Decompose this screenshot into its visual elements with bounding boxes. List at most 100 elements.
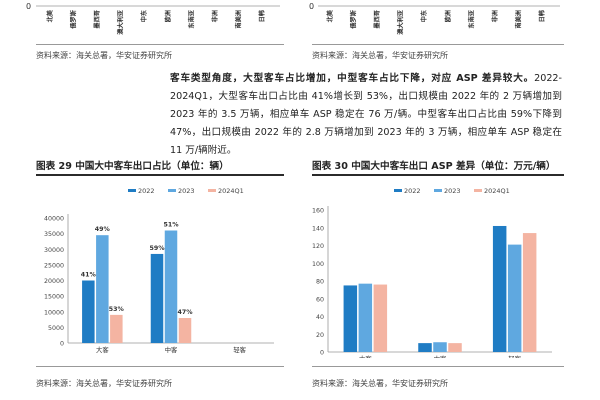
title-rule <box>312 174 564 176</box>
divider <box>36 44 284 45</box>
title-rule <box>36 174 284 176</box>
data-label: 51% <box>163 222 179 229</box>
y-tick-label: 100 <box>312 261 324 268</box>
category-tick-label: 北美 <box>326 9 334 22</box>
figure-30-source: 资料来源：海关总署，华安证券研究所 <box>312 379 448 388</box>
category-tick-label: 非洲 <box>491 10 499 22</box>
data-label: 41% <box>81 272 97 279</box>
right-axis-zero: 0 <box>309 2 314 11</box>
chart-export-asp: 2022 2023 2024Q1 0 20 40 60 80 100 120 140 160 大客 中客 轻… <box>312 187 552 358</box>
category-tick-label: 非洲 <box>211 10 219 22</box>
bar <box>343 285 358 352</box>
category-tick-label: 澳大利亚 <box>397 9 405 35</box>
bar <box>358 283 373 352</box>
bar <box>110 314 123 343</box>
bar <box>507 244 522 352</box>
x-tick-label: 轻客 <box>233 345 246 354</box>
source-note: 资料来源：海关总署，华安证券研究所 <box>312 51 448 60</box>
divider <box>312 44 564 45</box>
legend-swatch <box>128 189 136 192</box>
y-tick-label: 20000 <box>44 278 64 285</box>
x-tick-label: 轻客 <box>508 354 521 358</box>
bar <box>418 343 432 352</box>
legend-swatch <box>168 189 176 192</box>
y-tick-label: 30000 <box>44 247 64 254</box>
bar <box>82 280 95 343</box>
y-tick-label: 160 <box>312 208 324 215</box>
source-note: 资料来源：海关总署，华安证券研究所 <box>36 51 172 60</box>
category-tick-label: 澳大利亚 <box>117 9 125 35</box>
category-tick-label: 俄罗斯 <box>349 9 357 29</box>
divider <box>36 366 284 367</box>
y-tick-label: 5000 <box>48 325 64 332</box>
legend: 2022 2023 2024Q1 <box>394 187 510 195</box>
data-label: 49% <box>95 226 111 233</box>
paragraph-body: 2022-2024Q1，大型客车出口占比由 41%增长到 53%，出口规模由 2… <box>170 73 562 156</box>
category-tick-label: 墨西哥 <box>93 10 101 29</box>
body-paragraph: 客车类型角度，大型客车占比增加，中型客车占比下降，对应 ASP 差异较大。202… <box>170 70 562 160</box>
y-tick-label: 60 <box>316 296 324 303</box>
bar <box>522 233 537 352</box>
category-tick-label: 北美 <box>46 9 54 22</box>
figure-30-title: 图表 30 中国大中客车出口 ASP 差异（单位：万元/辆） <box>312 161 556 172</box>
paragraph-lead: 客车类型角度，大型客车占比增加，中型客车占比下降，对应 ASP 差异较大。 <box>170 73 535 84</box>
legend-swatch <box>208 189 216 192</box>
category-tick-label: 中东 <box>420 10 428 22</box>
y-tick-label: 25000 <box>44 262 64 269</box>
category-tick-label: 南美洲 <box>515 10 523 29</box>
x-tick-label: 中客 <box>165 345 178 354</box>
legend: 2022 2023 2024Q1 <box>128 187 244 195</box>
y-tick-label: 80 <box>316 279 324 286</box>
category-tick-label: 中东 <box>140 10 148 22</box>
bar <box>448 343 462 352</box>
y-tick-label: 40000 <box>44 216 64 223</box>
bar <box>433 342 447 352</box>
y-tick-label: 120 <box>312 243 324 250</box>
y-tick-label: 0 <box>320 350 324 357</box>
category-tick-label: 东南亚 <box>187 9 195 28</box>
right-category-labels: 北美 俄罗斯 墨西哥 澳大利亚 中东 欧洲 东南亚 非洲 南美洲 日韩 <box>326 9 546 35</box>
legend-label: 2022 <box>404 187 421 195</box>
bar <box>96 235 109 343</box>
bar <box>150 253 164 343</box>
category-tick-label: 俄罗斯 <box>69 9 77 29</box>
y-tick-label: 0 <box>60 341 64 348</box>
legend-swatch <box>434 189 442 192</box>
y-tick-label: 20 <box>316 332 324 339</box>
category-tick-label: 欧洲 <box>444 10 452 22</box>
figure-29-source: 资料来源：海关总署，华安证券研究所 <box>36 379 172 388</box>
category-tick-label: 墨西哥 <box>373 10 381 29</box>
divider <box>312 366 564 367</box>
category-tick-label: 欧洲 <box>164 10 172 22</box>
legend-swatch <box>474 189 482 192</box>
top-chart-fragment: 0 0 北美 俄罗斯 墨西哥 澳大利亚 中东 欧洲 东南亚 非洲 南美洲 日韩 北美 俄罗斯 墨西哥 澳… <box>26 2 560 35</box>
category-tick-label: 南美洲 <box>235 10 243 29</box>
chart-export-share: 2022 2023 2024Q1 0 5000 10000 15000 20000 25000 3… <box>44 187 274 354</box>
bar <box>492 225 507 352</box>
category-tick-label: 日韩 <box>538 9 546 22</box>
legend-label: 2024Q1 <box>484 187 510 195</box>
legend-swatch <box>394 189 402 192</box>
legend-label: 2022 <box>138 187 155 195</box>
legend-label: 2023 <box>444 187 461 195</box>
category-tick-label: 日韩 <box>258 9 266 22</box>
y-tick-label: 140 <box>312 225 324 232</box>
x-tick-label: 大客 <box>96 345 109 354</box>
data-label: 59% <box>149 245 165 252</box>
bar <box>164 230 178 343</box>
y-tick-label: 10000 <box>44 309 64 316</box>
category-tick-label: 东南亚 <box>467 9 475 28</box>
x-tick-label: 大客 <box>359 354 372 358</box>
left-axis-zero: 0 <box>26 2 31 11</box>
figure-29-title: 图表 29 中国大中客车出口占比（单位：辆） <box>36 161 229 172</box>
data-label: 47% <box>177 309 193 316</box>
bar <box>178 318 192 343</box>
y-tick-label: 15000 <box>44 294 64 301</box>
legend-label: 2024Q1 <box>218 187 244 195</box>
y-tick-label: 40 <box>316 314 324 321</box>
bar <box>373 284 388 352</box>
data-label: 53% <box>109 306 125 313</box>
legend-label: 2023 <box>178 187 195 195</box>
y-tick-label: 35000 <box>44 231 64 238</box>
left-category-labels: 北美 俄罗斯 墨西哥 澳大利亚 中东 欧洲 东南亚 非洲 南美洲 日韩 <box>46 9 266 35</box>
